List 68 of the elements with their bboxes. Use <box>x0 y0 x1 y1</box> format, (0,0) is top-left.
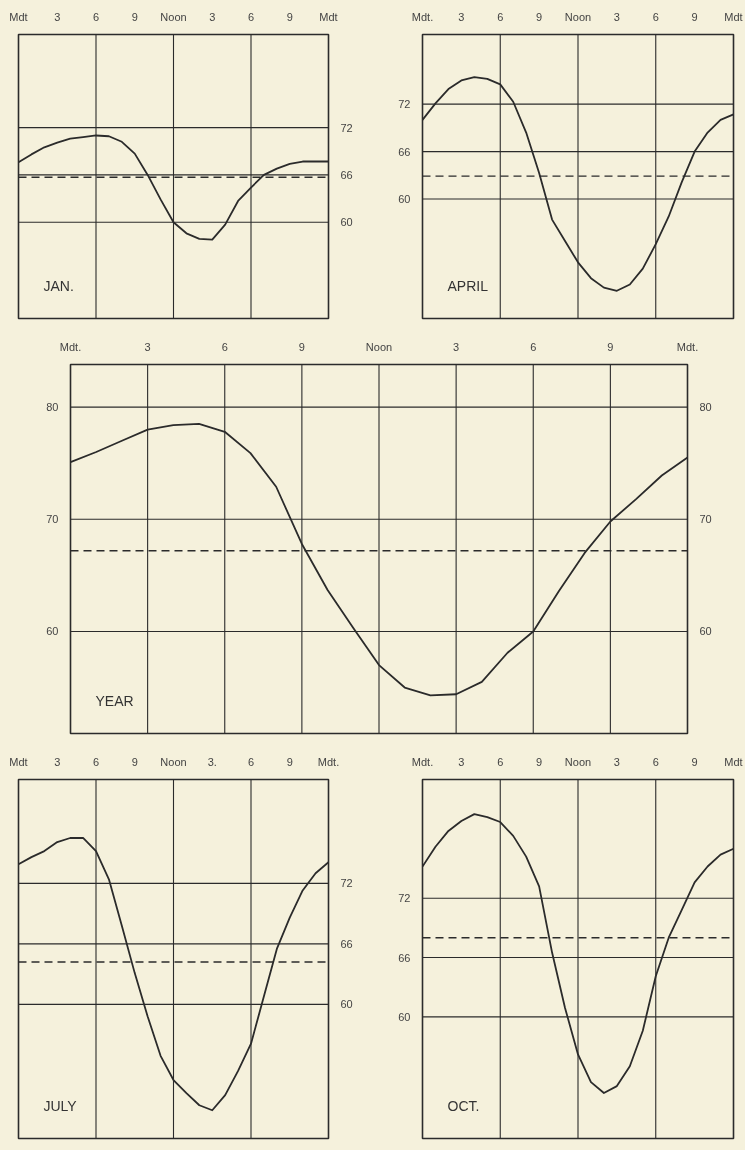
x-tick-label: 9 <box>691 755 698 768</box>
x-tick-label: 3. <box>207 755 217 768</box>
x-tick-label: 9 <box>607 340 614 353</box>
x-tick-label: Mdt. <box>411 10 434 23</box>
x-tick-label: 6 <box>497 10 504 23</box>
y-tick-label: 60 <box>398 1010 411 1023</box>
text: APRIL <box>447 277 489 294</box>
x-tick-label: 6 <box>247 755 255 768</box>
x-tick-label: 3 <box>209 10 216 23</box>
y-tick-label: 72 <box>398 98 411 111</box>
x-tick-label: Mdt <box>9 10 28 23</box>
x-tick-label: 9 <box>286 755 293 768</box>
y-tick-label: 70 <box>46 513 59 526</box>
x-tick-label: Mdt <box>319 10 338 23</box>
x-tick-label: 9 <box>536 10 543 23</box>
x-tick-label: Mdt. <box>59 340 82 353</box>
x-tick-label: Mdt. <box>676 340 699 353</box>
x-tick-label: Mdt <box>724 10 743 23</box>
x-tick-label: Noon <box>564 755 592 768</box>
y-tick-label: 60 <box>46 625 59 638</box>
y2-tick-label: 80 <box>699 401 712 414</box>
x-tick-label: 3 <box>458 10 465 23</box>
x-tick-label: 3 <box>613 10 620 23</box>
y-tick-label: 72 <box>398 892 411 905</box>
x-tick-label: 9 <box>691 10 698 23</box>
x-tick-label: Noon <box>160 755 187 768</box>
x-tick-label: Noon <box>564 10 592 23</box>
x-tick-label: 3 <box>453 340 460 353</box>
y-tick-label: 60 <box>398 193 411 206</box>
text: JULY <box>43 1097 78 1114</box>
y2-tick-label: 72 <box>340 121 353 134</box>
y2-tick-label: 66 <box>340 937 353 950</box>
x-tick-label: 6 <box>530 340 537 353</box>
y-tick-label: 66 <box>398 951 411 964</box>
y-tick-label: 80 <box>46 401 59 414</box>
x-tick-label: 6 <box>497 755 504 768</box>
y2-tick-label: 60 <box>340 998 353 1011</box>
x-tick-label: 3 <box>54 10 61 23</box>
text: JAN. <box>43 277 74 294</box>
x-tick-label: 9 <box>298 340 305 353</box>
x-tick-label: 6 <box>247 10 255 23</box>
text: OCT. <box>447 1097 480 1114</box>
x-tick-label: 3 <box>144 340 151 353</box>
x-tick-label: 6 <box>92 755 100 768</box>
x-tick-label: 9 <box>131 10 138 23</box>
y2-tick-label: 72 <box>340 877 353 890</box>
x-tick-label: 9 <box>286 10 293 23</box>
x-tick-label: Noon <box>160 10 187 23</box>
x-tick-label: 6 <box>92 10 100 23</box>
x-tick-label: 6 <box>652 10 659 23</box>
x-tick-label: 3 <box>613 755 620 768</box>
y2-tick-label: 70 <box>699 513 712 526</box>
x-tick-label: Mdt. <box>411 755 434 768</box>
x-tick-label: 3 <box>54 755 61 768</box>
y2-tick-label: 60 <box>340 216 353 229</box>
x-tick-label: Mdt. <box>317 755 340 768</box>
x-tick-label: 3 <box>458 755 465 768</box>
x-tick-label: 6 <box>652 755 659 768</box>
x-tick-label: Mdt <box>724 755 743 768</box>
x-tick-label: Mdt <box>9 755 28 768</box>
text: YEAR <box>95 692 134 709</box>
x-tick-label: 9 <box>131 755 138 768</box>
x-tick-label: 6 <box>221 340 228 353</box>
y2-tick-label: 60 <box>699 625 712 638</box>
y-tick-label: 66 <box>398 145 411 158</box>
x-tick-label: 9 <box>536 755 543 768</box>
y2-tick-label: 66 <box>340 168 353 181</box>
x-tick-label: Noon <box>365 340 393 353</box>
